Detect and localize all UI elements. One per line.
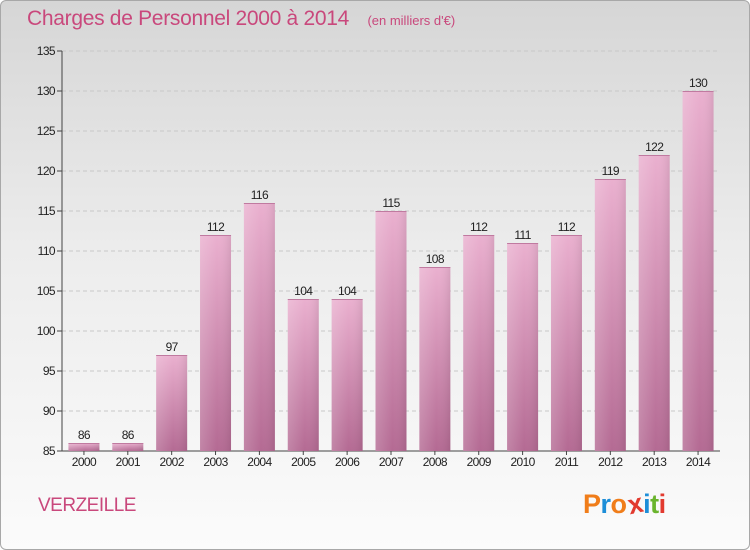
bar-shade: [638, 155, 670, 451]
data-label: 116: [251, 188, 269, 202]
y-tick-label: 115: [38, 204, 56, 218]
proxiti-logo: Proxiti: [583, 487, 667, 521]
bar-shade: [331, 299, 363, 451]
data-label: 97: [166, 340, 179, 354]
x-tick-label: 2009: [467, 455, 492, 469]
x-tick-label: 2012: [598, 455, 623, 469]
data-label: 111: [514, 228, 531, 242]
data-label: 119: [602, 164, 620, 178]
chart-title: Charges de Personnel 2000 à 2014: [27, 7, 349, 30]
data-label: 130: [689, 76, 708, 90]
x-tick-label: 2007: [379, 455, 404, 469]
bar-shade: [682, 91, 714, 451]
y-tick-label: 95: [43, 364, 56, 378]
data-label: 122: [645, 140, 664, 154]
chart-subtitle: (en milliers d'€): [367, 13, 456, 28]
x-tick-label: 2014: [686, 455, 711, 469]
data-label: 115: [382, 196, 400, 210]
logo-letter: i: [643, 489, 651, 519]
bar-shade: [287, 299, 319, 451]
bar-shade: [200, 235, 232, 451]
title-row: Charges de Personnel 2000 à 2014 (en mil…: [27, 7, 455, 31]
data-label: 86: [78, 428, 91, 442]
bar-shade: [243, 203, 275, 451]
y-tick-label: 110: [38, 244, 56, 258]
y-tick-label: 100: [37, 324, 56, 338]
bar-layer: [68, 91, 714, 451]
logo-letter: t: [650, 489, 659, 519]
bar-shade: [375, 211, 407, 451]
x-tick-label: 2000: [72, 455, 97, 469]
y-tick-label: 130: [37, 84, 56, 98]
x-tick-label: 2010: [510, 455, 535, 469]
data-label: 104: [294, 284, 313, 298]
bar-shade: [419, 267, 451, 451]
bar-shade: [112, 443, 144, 451]
y-tick-label: 105: [37, 284, 56, 298]
data-label: 104: [338, 284, 357, 298]
x-tick-label: 2013: [642, 455, 667, 469]
x-tick-label: 2006: [335, 455, 360, 469]
y-tick-label: 90: [43, 404, 56, 418]
bar-shade: [463, 235, 495, 451]
logo-letter: r: [600, 489, 612, 519]
x-tick-label: 2004: [247, 455, 272, 469]
x-tick-label: 2008: [423, 455, 448, 469]
y-tick-label: 135: [37, 44, 56, 58]
logo-letter: x: [624, 487, 645, 521]
bar-shade: [507, 243, 539, 451]
logo-letter: i: [658, 489, 667, 519]
x-tick-label: 2002: [160, 455, 185, 469]
label-layer: 86 2000 86 2001 97 2002 112 2003 116 2004 104 2005 1…: [72, 76, 712, 469]
y-tick-label: 120: [37, 164, 56, 178]
data-label: 112: [207, 220, 225, 234]
y-tick-label: 125: [37, 124, 56, 138]
x-tick-label: 2001: [116, 455, 141, 469]
x-tick-label: 2011: [555, 455, 579, 469]
bar-shade: [550, 235, 582, 451]
data-label: 108: [426, 252, 445, 266]
bar-shade: [594, 179, 626, 451]
commune-name: VERZEILLE: [38, 495, 136, 516]
bar-shade: [156, 355, 188, 451]
data-label: 112: [558, 220, 576, 234]
data-label: 86: [122, 428, 135, 442]
data-label: 112: [470, 220, 488, 234]
logo-letter: P: [583, 489, 601, 519]
x-tick-label: 2003: [203, 455, 228, 469]
y-tick-label: 85: [43, 444, 56, 458]
logo-letter: o: [610, 489, 628, 519]
bar-shade: [68, 443, 100, 451]
x-tick-label: 2005: [291, 455, 316, 469]
